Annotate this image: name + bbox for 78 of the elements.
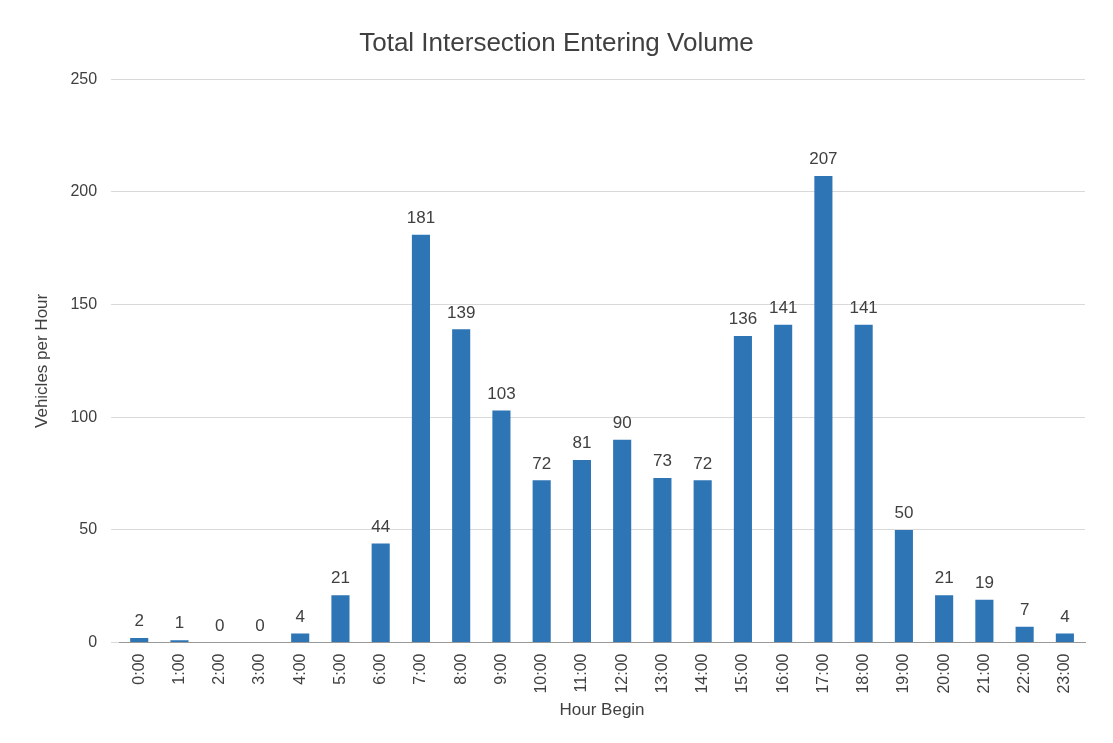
data-label: 4	[295, 606, 305, 626]
bar	[693, 480, 712, 643]
bar	[653, 478, 672, 643]
data-label: 19	[974, 572, 994, 592]
x-tick-label: 0:00	[129, 653, 147, 685]
y-tick-label: 250	[70, 69, 98, 87]
bar	[1015, 626, 1034, 643]
data-label: 103	[487, 383, 516, 403]
x-tick-label: 10:00	[532, 653, 550, 694]
bar	[975, 599, 994, 643]
x-tick-label: 11:00	[572, 653, 590, 693]
x-tick-label: 19:00	[894, 653, 912, 694]
bar	[452, 329, 471, 643]
bar	[572, 460, 591, 643]
data-label: 90	[612, 412, 632, 432]
x-tick-label: 16:00	[773, 653, 791, 694]
x-tick-label: 20:00	[934, 653, 952, 694]
y-tick-label: 50	[79, 520, 98, 538]
data-label: 181	[406, 207, 436, 227]
data-label: 0	[214, 615, 225, 635]
data-label: 72	[532, 453, 552, 473]
x-tick-label: 5:00	[330, 653, 348, 685]
bar	[130, 638, 149, 643]
x-tick-label: 13:00	[652, 653, 670, 694]
x-tick-label: 7:00	[411, 653, 429, 685]
data-label: 72	[693, 453, 713, 473]
bar	[774, 324, 793, 643]
x-tick-label: 18:00	[854, 653, 872, 694]
data-label: 81	[572, 433, 592, 453]
x-axis-title: Hour Begin	[559, 700, 645, 720]
y-tick-label: 0	[88, 632, 98, 650]
x-tick-label: 14:00	[693, 653, 711, 694]
x-tick-label: 12:00	[612, 653, 630, 694]
bar	[854, 324, 873, 643]
y-tick-label: 150	[70, 294, 98, 312]
x-tick-label: 4:00	[290, 653, 308, 685]
data-label: 207	[809, 149, 838, 169]
x-tick-label: 2:00	[210, 653, 228, 685]
x-tick-label: 3:00	[250, 653, 268, 685]
bar	[371, 543, 390, 643]
data-label: 141	[849, 298, 878, 318]
bar	[1055, 633, 1074, 643]
bar	[532, 480, 551, 643]
x-tick-label: 9:00	[491, 653, 509, 685]
chart-title: Total Intersection Entering Volume	[359, 26, 754, 57]
bar	[733, 336, 752, 643]
data-label: 4	[1060, 606, 1070, 626]
x-tick-label: 17:00	[813, 653, 831, 694]
data-label: 7	[1019, 599, 1030, 619]
x-tick-label: 23:00	[1055, 653, 1073, 694]
bar	[814, 176, 833, 643]
data-label: 44	[371, 516, 391, 536]
y-tick-label: 200	[70, 182, 98, 200]
bar	[894, 529, 913, 643]
y-axis-title: Vehicles per Hour	[31, 293, 51, 428]
x-tick-label: 15:00	[733, 653, 751, 694]
bar	[331, 595, 350, 643]
bar	[411, 234, 430, 643]
bar	[935, 595, 954, 643]
x-tick-label: 22:00	[1015, 653, 1033, 694]
data-label: 139	[447, 302, 476, 322]
data-label: 50	[894, 503, 914, 523]
data-label: 141	[768, 298, 798, 318]
x-tick-label: 1:00	[169, 653, 187, 685]
data-label: 21	[934, 568, 954, 588]
x-tick-label: 6:00	[371, 653, 389, 685]
bar	[613, 439, 632, 643]
data-label: 21	[330, 568, 350, 588]
x-tick-label: 21:00	[974, 653, 992, 694]
data-label: 73	[652, 451, 672, 471]
data-label: 2	[134, 611, 144, 631]
data-label: 136	[728, 309, 758, 329]
data-label: 0	[255, 615, 265, 635]
bar	[492, 410, 511, 643]
data-label: 1	[174, 613, 185, 633]
y-tick-label: 100	[70, 407, 98, 425]
x-tick-label: 8:00	[451, 653, 469, 685]
bar	[291, 633, 310, 643]
